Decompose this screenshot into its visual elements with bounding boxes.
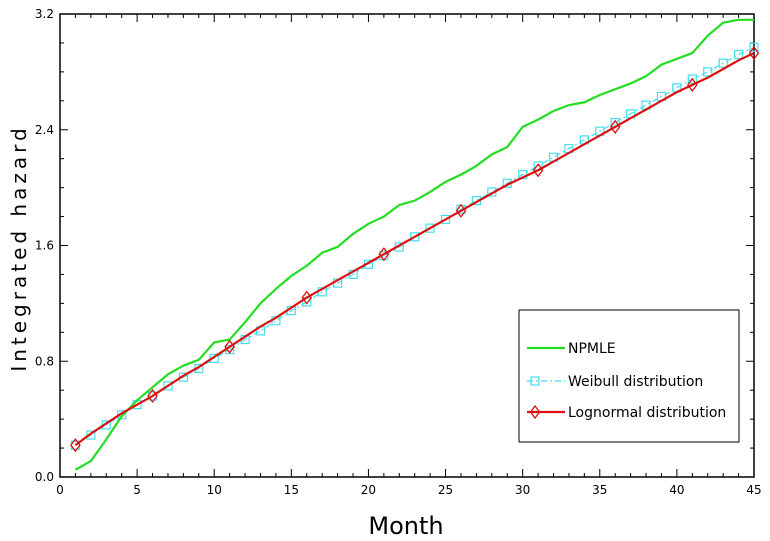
data-point: [425, 223, 435, 233]
data-point: [163, 381, 173, 391]
series-line: [75, 46, 755, 446]
x-tick-label: 25: [438, 483, 453, 497]
legend-label: Lognormal distribution: [568, 405, 726, 421]
data-point: [687, 74, 697, 84]
data-point: [455, 203, 467, 218]
x-tick-label: 30: [515, 483, 530, 497]
data-point: [70, 438, 81, 453]
y-tick-label: 1.6: [35, 239, 54, 253]
legend-marker: [530, 376, 540, 386]
axis-ticks: 0 5 10 15 20 25 30 35 40 45 0.0 0.8 1.6 2.4 3.2: [35, 7, 762, 497]
legend-marker: [529, 404, 541, 420]
series-layer: [70, 18, 760, 471]
data-point: [718, 58, 728, 68]
x-tick-label: 10: [207, 483, 222, 497]
data-point: [703, 67, 713, 77]
x-tick-label: 15: [284, 483, 299, 497]
y-tick-label: 3.2: [35, 7, 54, 21]
data-point: [440, 214, 451, 225]
x-tick-label: 35: [592, 483, 607, 497]
x-tick-label: 20: [361, 483, 376, 497]
x-tick-label: 5: [133, 483, 141, 497]
data-point: [609, 119, 621, 134]
y-tick-label: 0.0: [35, 470, 54, 484]
legend-item: NPMLE: [527, 341, 616, 357]
series-line: [74, 18, 754, 471]
data-point: [147, 388, 158, 404]
data-point: [410, 232, 420, 242]
data-point: [378, 247, 390, 262]
data-point: [748, 45, 760, 61]
x-tick-label: 0: [56, 483, 64, 497]
data-point: [224, 339, 235, 354]
x-tick-label: 40: [669, 483, 684, 497]
legend-label: NPMLE: [568, 341, 616, 357]
legend-label: Weibull distribution: [568, 374, 703, 390]
data-point: [532, 163, 544, 178]
data-point: [686, 77, 698, 92]
legend: NPMLE Weibull distribution Lognormal distr…: [518, 309, 740, 443]
legend-box: [518, 309, 740, 443]
data-point: [733, 49, 744, 60]
data-point: [301, 290, 313, 305]
y-tick-label: 2.4: [35, 123, 54, 137]
x-axis-title: Month: [368, 512, 443, 540]
legend-items: NPMLE Weibull distribution Lognormal distr…: [527, 341, 726, 421]
data-point: [749, 42, 759, 52]
series-line: [74, 52, 755, 447]
legend-item: Weibull distribution: [527, 374, 703, 390]
y-axis-title: Integrated hazard: [7, 124, 31, 371]
x-tick-label: 45: [746, 483, 761, 497]
legend-item: Lognormal distribution: [527, 404, 726, 421]
series-npmle: [74, 18, 754, 471]
y-tick-label: 0.8: [35, 354, 54, 368]
series-lognormal-distribution: [70, 45, 760, 453]
data-point: [86, 430, 96, 440]
